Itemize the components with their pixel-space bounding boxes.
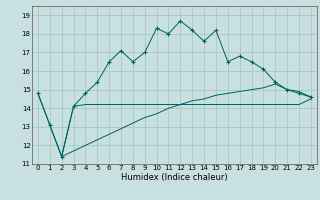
- X-axis label: Humidex (Indice chaleur): Humidex (Indice chaleur): [121, 173, 228, 182]
